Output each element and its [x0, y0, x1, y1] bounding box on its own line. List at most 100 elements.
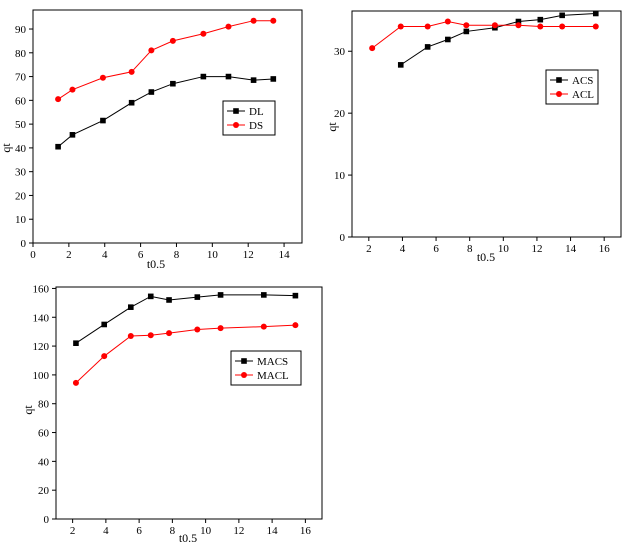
chart3-data-point-MACS: [166, 297, 172, 303]
chart1-data-point-DS: [169, 37, 176, 44]
chart3-series-line-MACS: [75, 294, 296, 344]
chart3-y-tick-label: 40: [38, 456, 50, 468]
chart3-data-point-MACS: [73, 340, 79, 346]
chart1-y-tick-label: 10: [15, 214, 27, 226]
chart2-legend-label-ACS: ACS: [572, 75, 593, 87]
chart1-data-point-DL: [100, 117, 106, 124]
chart1-data-point-DL: [225, 73, 232, 80]
chart3-legend-label-MACL: MACL: [257, 370, 289, 382]
chart1-x-tick-label: 12: [243, 249, 254, 261]
chart1-y-tick-label: 70: [15, 72, 27, 84]
chart1-y-axis-label: qt: [0, 143, 13, 153]
chart3-legend-label-MACS: MACS: [257, 356, 288, 368]
chart3-x-tick-label: 12: [233, 525, 244, 537]
chart2-data-point-ACS: [537, 16, 544, 23]
chart3-x-tick-label: 14: [267, 525, 279, 537]
chart1-data-point-DL: [69, 132, 76, 138]
chart2-x-tick-label: 6: [433, 243, 439, 255]
chart2-x-tick-label: 8: [467, 243, 473, 255]
chart2-y-tick-label: 20: [334, 108, 346, 120]
chart2-x-tick-label: 10: [498, 243, 510, 255]
chart2-series-ACS: [397, 10, 599, 68]
chart1-data-point-DS: [99, 74, 106, 81]
chart3-legend: MACS MACL: [230, 350, 302, 386]
chart3-x-axis-label: t0.5: [179, 531, 197, 545]
chart1-y-tick-label: 80: [15, 48, 27, 60]
chart1-series-DL: [55, 73, 277, 150]
chart1-data-point-DS: [200, 30, 207, 37]
chart2-x-tick-label: 4: [400, 243, 406, 255]
chart2-legend-marker-ACS: [556, 77, 562, 83]
chart1-x-tick-label: 6: [138, 249, 144, 261]
chart3-data-point-MACS: [194, 294, 201, 300]
chart3-y-tick-label: 140: [33, 312, 50, 324]
chart3-data-point-MACS: [261, 292, 267, 298]
chart3-data-point-MACL: [127, 332, 134, 339]
chart2-x-tick-label: 14: [565, 243, 577, 255]
chart2-data-point-ACL: [463, 22, 470, 29]
chart1-legend-box: [222, 100, 276, 136]
chart3-data-point-MACL: [72, 379, 79, 386]
chart1-data-point-DL: [200, 73, 207, 80]
chart3-y-tick-label: 20: [38, 485, 50, 497]
chart2-series-ACL: [369, 18, 599, 52]
chart1-y-tick-label: 90: [15, 24, 27, 36]
chart3-data-point-MACS: [147, 293, 154, 300]
chart1-legend-marker-DS: [233, 122, 239, 128]
chart2-legend: ACS ACL: [545, 69, 599, 105]
chart3-data-point-MACS: [292, 292, 299, 299]
chart1-data-point-DS: [250, 17, 257, 24]
chart1-series-line-DL: [57, 76, 274, 148]
chart2-data-point-ACS: [445, 36, 451, 43]
chart1-x-axis-label: t0.5: [147, 257, 165, 271]
chart3-legend-box: [230, 350, 302, 386]
chart1-group: 0 2 4 6 8 10 12 14 0 10 20 30 40 50 60 70 80 90 t0.5 qt DL DS: [0, 9, 303, 271]
chart1-x-tick-label: 2: [66, 249, 72, 261]
chart1-x-tick-label: 8: [174, 249, 180, 261]
chart1-data-point-DS: [148, 47, 155, 54]
chart1-y-tick-label: 30: [15, 167, 27, 179]
chart1-x-tick-label: 0: [30, 249, 36, 261]
chart1-series-DS: [55, 17, 277, 103]
chart3-data-point-MACL: [292, 322, 299, 329]
chart3-x-tick-label: 4: [103, 525, 109, 537]
chart2-data-point-ACS: [424, 44, 431, 50]
chart1-data-point-DS: [55, 96, 62, 103]
chart3-x-tick-label: 10: [200, 525, 212, 537]
chart2-data-point-ACS: [592, 10, 599, 17]
chart3-data-point-MACS: [217, 292, 224, 298]
chart3-x-tick-label: 16: [300, 525, 312, 537]
chart1-legend: DL DS: [222, 100, 276, 136]
chart3-y-tick-label: 60: [38, 428, 50, 440]
chart2-legend-box: [545, 69, 599, 105]
chart2-x-tick-label: 2: [366, 243, 372, 255]
chart1-data-point-DL: [270, 76, 277, 82]
chart2-y-tick-label: 0: [340, 232, 346, 244]
chart3-data-point-MACS: [128, 304, 134, 310]
chart2-data-point-ACL: [444, 18, 451, 25]
chart1-data-point-DS: [128, 68, 135, 75]
chart3-series-MACS: [73, 292, 299, 346]
chart2-series-line-ACS: [400, 12, 596, 66]
chart1-data-point-DS: [225, 23, 232, 30]
chart3-x-tick-label: 2: [70, 525, 76, 537]
chart2-legend-label-ACL: ACL: [572, 89, 594, 101]
chart2-data-point-ACS: [397, 62, 404, 68]
chart1-x-tick-label: 14: [279, 249, 291, 261]
chart1-data-point-DL: [148, 89, 155, 95]
chart3-data-point-MACL: [260, 323, 267, 330]
chart2-x-tick-label: 16: [599, 243, 611, 255]
chart2-x-tick-label: 12: [531, 243, 542, 255]
chart2-x-axis-label: t0.5: [477, 250, 495, 264]
chart1-y-tick-label: 20: [15, 190, 27, 202]
chart1-data-point-DL: [55, 143, 61, 150]
chart1-y-tick-label: 60: [15, 95, 27, 107]
chart3-data-point-MACL: [166, 330, 173, 337]
chart2-data-point-ACL: [537, 23, 544, 30]
chart2-data-point-ACL: [491, 22, 498, 29]
chart1-series-line-DS: [57, 20, 274, 100]
chart2-y-tick-label: 10: [334, 170, 346, 182]
chart3-group: 2 4 6 8 10 12 14 16020406080100120140160t0.5qtM…: [21, 283, 323, 545]
chart3-y-tick-label: 0: [44, 514, 50, 526]
chart3-legend-marker-MACS: [241, 358, 247, 364]
